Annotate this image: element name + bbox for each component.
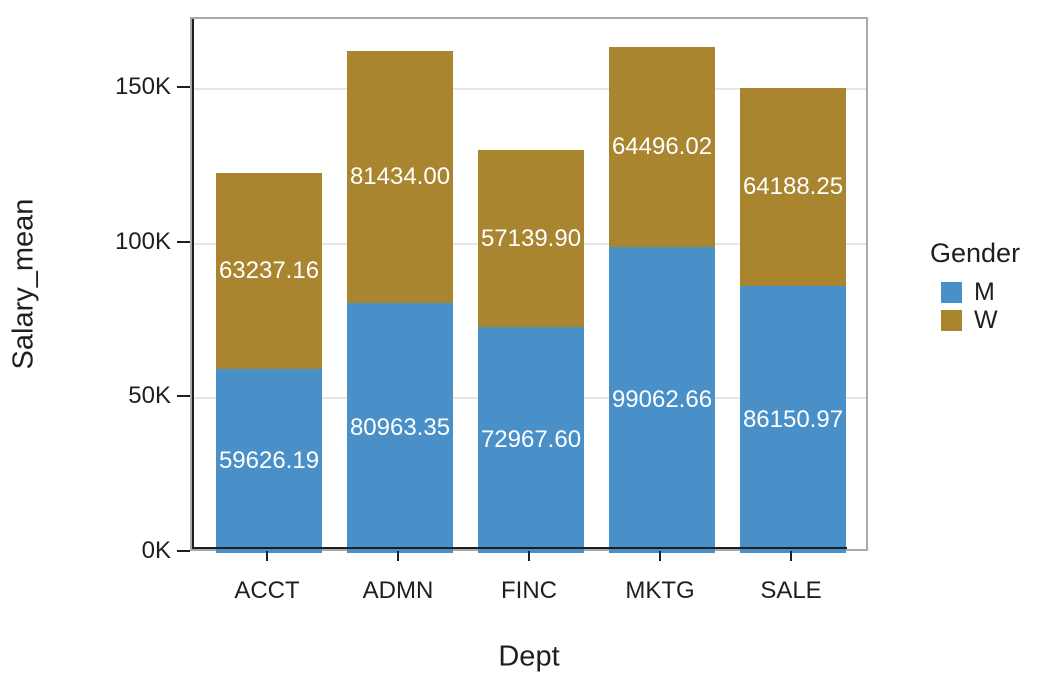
y-tick-mark <box>177 85 190 88</box>
legend-item-M: M <box>941 278 1020 306</box>
legend-item-label: W <box>974 305 998 334</box>
y-tick-mark <box>177 240 190 243</box>
y-tick-label: 150K <box>114 72 171 100</box>
x-tick-label: FINC <box>501 577 557 604</box>
bar-segment-ACCT-M <box>216 368 322 553</box>
x-axis-title: Dept <box>498 640 560 673</box>
bar-value-label-ACCT-W: 63237.16 <box>218 256 320 284</box>
x-tick-mark <box>266 551 268 561</box>
x-tick-label: ADMN <box>362 577 434 604</box>
bar-value-label-SALE-M: 86150.97 <box>742 405 844 433</box>
legend-swatch-W-icon <box>941 309 962 331</box>
x-tick-mark <box>397 551 399 561</box>
bar-segment-ADMN-W <box>347 50 453 303</box>
legend-item-W: W <box>941 306 1020 334</box>
bar-segment-FINC-M <box>478 327 584 553</box>
bar-segment-ADMN-M <box>347 302 453 553</box>
gridline <box>192 87 866 90</box>
bar-value-label-ADMN-W: 81434.00 <box>349 162 451 190</box>
x-tick-label: MKTG <box>625 577 695 604</box>
x-tick-mark <box>659 551 661 561</box>
bar-value-label-SALE-W: 64188.25 <box>742 173 844 201</box>
y-tick-label: 100K <box>114 227 171 255</box>
y-axis-line <box>192 19 194 549</box>
y-tick-mark <box>177 550 190 552</box>
y-tick-label: 0K <box>141 537 171 564</box>
x-tick-label: SALE <box>760 577 822 604</box>
x-axis-line <box>192 547 847 549</box>
plot-panel: 59626.19 63237.16 80963.35 81434.00 72967.60… <box>190 17 868 553</box>
y-axis-title: Salary_mean <box>7 198 40 370</box>
legend-swatch-M-icon <box>941 281 962 303</box>
bar-value-label-ACCT-M: 59626.19 <box>218 446 320 474</box>
legend-title: Gender <box>930 238 1021 268</box>
bar-segment-FINC-W <box>478 150 584 328</box>
bar-value-label-FINC-W: 57139.90 <box>480 224 582 252</box>
bar-segment-MKTG-M <box>609 246 715 553</box>
legend-item-label: M <box>974 277 995 306</box>
bar-segment-SALE-M <box>740 286 846 553</box>
bar-segment-ACCT-W <box>216 172 322 369</box>
bar-value-label-FINC-M: 72967.60 <box>480 426 582 454</box>
y-tick-mark <box>177 395 190 398</box>
y-tick-label: 50K <box>128 382 171 410</box>
bar-segment-SALE-W <box>740 87 846 287</box>
x-tick-mark <box>528 551 530 561</box>
bar-value-label-MKTG-M: 99062.66 <box>611 385 713 413</box>
bar-value-label-ADMN-M: 80963.35 <box>349 413 451 441</box>
x-tick-label: ACCT <box>234 577 300 604</box>
bar-value-label-MKTG-W: 64496.02 <box>611 132 713 160</box>
x-tick-mark <box>790 551 792 561</box>
bar-segment-MKTG-W <box>609 46 715 247</box>
